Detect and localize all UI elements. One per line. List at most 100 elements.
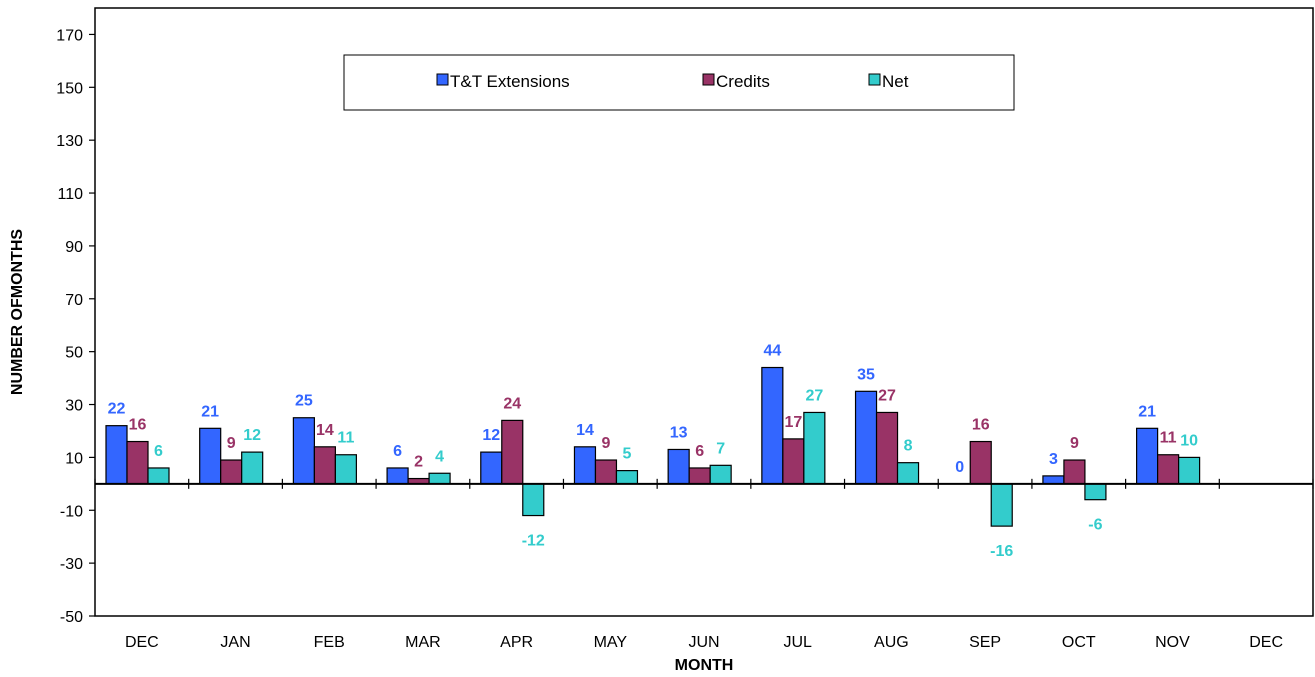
bar (990, 483, 1013, 527)
x-tick-label: OCT (1062, 634, 1096, 651)
bar (1136, 427, 1159, 485)
data-label: 10 (1180, 432, 1198, 449)
bar (709, 464, 732, 485)
x-tick-label: DEC (125, 634, 159, 651)
bar (126, 440, 149, 485)
data-label: 24 (503, 395, 521, 412)
bar (573, 446, 597, 485)
bar (969, 440, 992, 485)
y-tick-label: -50 (60, 609, 83, 626)
data-label: 16 (129, 417, 147, 434)
y-tick-label: 90 (65, 239, 83, 256)
bar (803, 411, 826, 485)
bar (1063, 459, 1086, 485)
bar (522, 483, 545, 517)
x-tick-label: FEB (314, 634, 345, 651)
x-tick-label: DEC (1249, 634, 1283, 651)
bar (334, 454, 357, 485)
bar (782, 438, 805, 485)
x-tick-label: MAY (594, 634, 628, 651)
x-tick-label: MAR (405, 634, 441, 651)
legend-swatch (436, 73, 449, 86)
legend-swatch (868, 73, 881, 86)
x-tick-label: APR (500, 634, 533, 651)
bar (480, 451, 503, 485)
x-tick-labels: DEC JAN FEB MAR APR MAY JUN JUL AUG SEP OCT NOV DEC (125, 634, 1283, 651)
bar (594, 459, 618, 485)
bar (1042, 475, 1065, 485)
bar (896, 462, 920, 485)
x-tick-label: SEP (969, 634, 1001, 651)
data-label: 17 (784, 414, 802, 431)
data-label: 14 (576, 422, 594, 439)
y-tick-label: 130 (56, 133, 83, 150)
y-tick-label: -10 (60, 503, 83, 520)
bar (1157, 454, 1180, 485)
data-label: 2 (414, 454, 423, 471)
legend-box (343, 54, 1015, 111)
bar (386, 467, 409, 485)
x-axis (94, 478, 1314, 489)
y-tick-label: 150 (56, 80, 83, 97)
bar (667, 448, 690, 485)
y-tick-label: 110 (57, 186, 83, 203)
bar (313, 446, 336, 485)
x-tick-label: JUN (688, 634, 719, 651)
data-label: -12 (522, 533, 545, 550)
x-tick-label: JAN (220, 634, 250, 651)
y-tick-label: 50 (65, 345, 83, 362)
legend-label: T&T Extensions (450, 72, 570, 91)
x-tick-label: NOV (1155, 634, 1190, 651)
data-label: 0 (955, 459, 964, 476)
data-label: 11 (1160, 430, 1177, 447)
data-label: 12 (482, 427, 500, 444)
data-label: 25 (295, 393, 313, 410)
data-label: 7 (716, 440, 725, 457)
data-label: 44 (763, 343, 781, 360)
bar (688, 467, 711, 485)
data-label: -6 (1088, 517, 1102, 534)
data-label: 9 (227, 435, 236, 452)
data-label: 6 (154, 443, 163, 460)
data-label: 21 (201, 403, 219, 420)
data-label: 35 (857, 366, 875, 383)
data-label: -16 (990, 543, 1013, 560)
bar (501, 419, 524, 485)
bar (147, 467, 170, 485)
data-label: 6 (695, 443, 704, 460)
bar (220, 459, 243, 485)
data-label: 21 (1138, 403, 1156, 420)
bar (428, 472, 451, 485)
y-tick-label: 170 (56, 27, 83, 44)
y-axis-title: NUMBER OFMONTHS (9, 229, 26, 396)
bars (105, 366, 1201, 527)
x-axis-title: MONTH (675, 657, 734, 674)
data-label: 16 (972, 417, 990, 434)
bar (199, 427, 222, 485)
y-axis: -50 -30 -10 10 30 50 70 90 110 130 150 170 (56, 27, 95, 626)
bar (241, 451, 264, 485)
data-label: 5 (623, 446, 632, 463)
data-label: 4 (435, 448, 444, 465)
data-label: 27 (805, 387, 823, 404)
data-label: 14 (316, 422, 334, 439)
bar (1178, 456, 1201, 485)
data-label: 6 (393, 443, 402, 460)
data-label: 13 (670, 424, 688, 441)
x-tick-label: AUG (874, 634, 909, 651)
legend: T&T Extensions Credits Net (343, 54, 1015, 111)
data-label: 11 (337, 430, 354, 447)
data-label: 8 (904, 438, 913, 455)
legend-swatch (702, 73, 715, 86)
data-label: 22 (108, 401, 126, 418)
x-tick-label: JUL (783, 634, 812, 651)
bar (105, 425, 128, 485)
y-tick-label: 70 (65, 292, 83, 309)
bar (761, 366, 784, 485)
data-label: 3 (1049, 451, 1058, 468)
y-tick-label: 10 (65, 450, 83, 467)
bar (292, 417, 315, 485)
data-label: 9 (1070, 435, 1079, 452)
